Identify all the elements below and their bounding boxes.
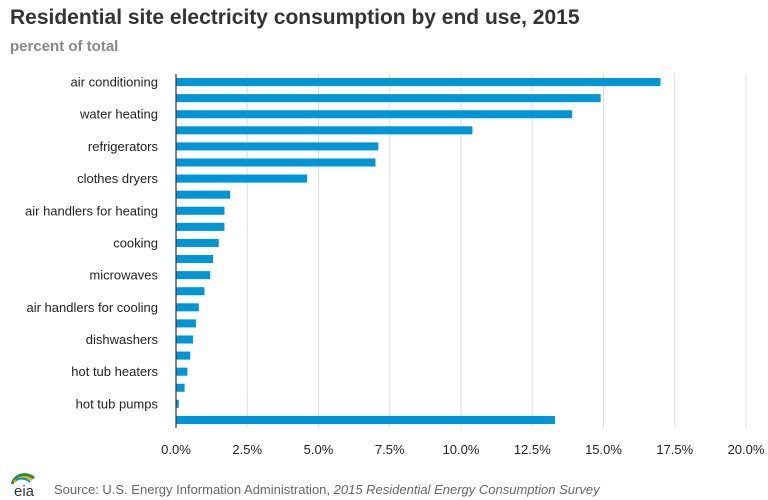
footer: eia Source: U.S. Energy Information Admi… — [0, 470, 768, 500]
category-label: water heating — [79, 107, 158, 122]
bar — [176, 287, 205, 296]
x-tick-label: 12.5% — [514, 442, 551, 457]
eia-logo-icon: eia — [10, 473, 35, 500]
bars — [176, 78, 661, 424]
bar — [176, 206, 225, 215]
bar — [176, 174, 308, 183]
category-label: air handlers for heating — [25, 203, 158, 218]
x-tick-label: 15.0% — [585, 442, 622, 457]
chart-subtitle: percent of total — [10, 38, 119, 55]
bar — [176, 383, 185, 392]
x-tick-label: 20.0% — [728, 442, 765, 457]
bar — [176, 222, 225, 231]
bar — [176, 142, 379, 151]
category-label: air handlers for cooling — [26, 300, 158, 315]
category-labels: air conditioning water heating refrigerato… — [25, 75, 158, 412]
category-label: hot tub pumps — [76, 396, 159, 411]
source-note: Source: U.S. Energy Information Administ… — [54, 482, 600, 497]
source-survey: 2015 Residential Energy Consumption Surv… — [333, 482, 600, 497]
x-tick-label: 0.0% — [161, 442, 191, 457]
bar — [176, 399, 179, 408]
category-label: dishwashers — [86, 332, 159, 347]
category-label: hot tub heaters — [71, 364, 158, 379]
bar-chart: air conditioning water heating refrigerato… — [25, 74, 765, 457]
bar — [176, 238, 219, 247]
bar — [176, 319, 196, 328]
chart-title: Residential site electricity consumption… — [10, 6, 580, 29]
x-tick-label: 7.5% — [375, 442, 405, 457]
source-prefix: Source: U.S. Energy Information Administ… — [54, 482, 334, 497]
category-label: refrigerators — [88, 139, 159, 154]
bar — [176, 303, 199, 312]
x-tick-labels: 0.0% 2.5% 5.0% 7.5% 10.0% 12.5% 15.0% 17.5% 20.0… — [161, 442, 765, 457]
bar — [176, 367, 188, 376]
bar — [176, 335, 194, 344]
x-tick-label: 17.5% — [656, 442, 693, 457]
x-tick-label: 2.5% — [232, 442, 262, 457]
bar — [176, 126, 473, 135]
category-label: cooking — [113, 235, 158, 250]
x-tick-label: 10.0% — [443, 442, 480, 457]
logo-text: eia — [14, 483, 35, 500]
bar — [176, 415, 556, 424]
category-label: air conditioning — [71, 75, 158, 90]
category-label: clothes dryers — [77, 171, 158, 186]
x-tick-label: 5.0% — [304, 442, 334, 457]
bar — [176, 94, 601, 103]
bar — [176, 158, 376, 167]
bar — [176, 110, 573, 119]
bar — [176, 271, 211, 280]
bar — [176, 255, 214, 264]
category-label: microwaves — [89, 268, 158, 283]
bar — [176, 351, 191, 360]
bar — [176, 78, 661, 87]
bar — [176, 190, 231, 199]
